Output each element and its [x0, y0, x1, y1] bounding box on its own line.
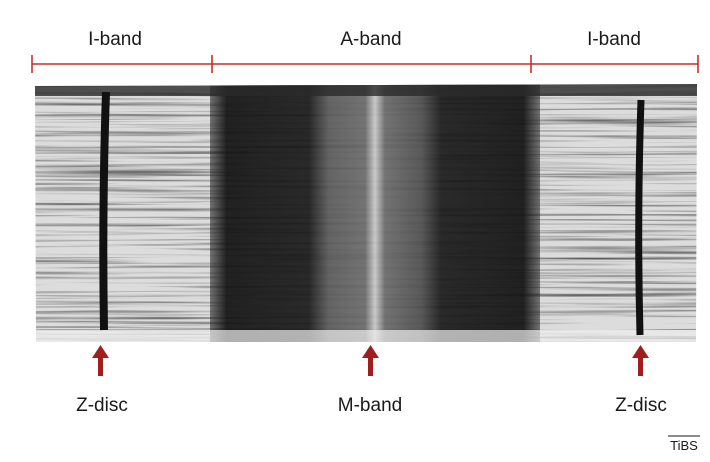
band-bracket [31, 55, 699, 73]
credit: TiBS [670, 438, 698, 453]
band-label: A-band [340, 29, 401, 50]
marker-label: Z-disc [76, 395, 128, 416]
band-label: I-band [587, 29, 641, 50]
arrows [92, 345, 649, 376]
marker-label: Z-disc [615, 395, 667, 416]
marker-label: M-band [338, 395, 402, 416]
micrograph [35, 84, 697, 342]
band-label: I-band [88, 29, 142, 50]
